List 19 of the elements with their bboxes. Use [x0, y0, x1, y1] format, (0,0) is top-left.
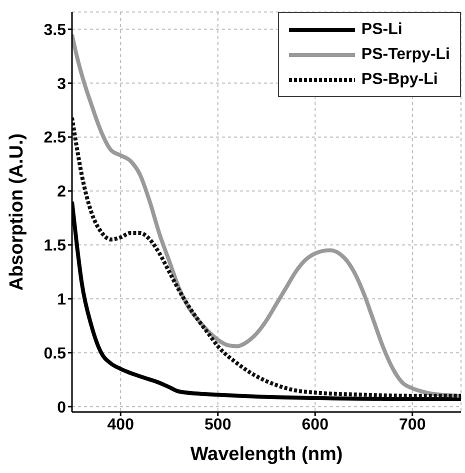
x-axis-title: Wavelength (nm) — [190, 444, 343, 465]
y-tick-label: 3.5 — [44, 22, 66, 39]
x-tick-label: 700 — [399, 416, 426, 434]
y-tick-label: 1.5 — [44, 238, 66, 255]
x-tick-label: 400 — [107, 416, 134, 434]
y-tick-label: 0 — [57, 399, 66, 416]
y-tick-label: 0.5 — [44, 345, 66, 362]
legend-label: PS-Bpy-Li — [361, 70, 438, 88]
y-axis-title: Absorption (A.U.) — [6, 133, 28, 291]
y-tick-label: 2.5 — [44, 130, 66, 147]
x-tick-label: 500 — [204, 416, 232, 434]
legend-label: PS-Li — [361, 20, 402, 38]
x-tick-label: 600 — [302, 416, 329, 434]
line-series — [72, 32, 461, 398]
y-tick-label: 1 — [57, 291, 66, 308]
legend-label: PS-Terpy-Li — [361, 46, 450, 64]
line-series — [72, 116, 461, 398]
y-tick-label: 2 — [57, 184, 66, 201]
y-tick-label: 3 — [57, 76, 66, 93]
